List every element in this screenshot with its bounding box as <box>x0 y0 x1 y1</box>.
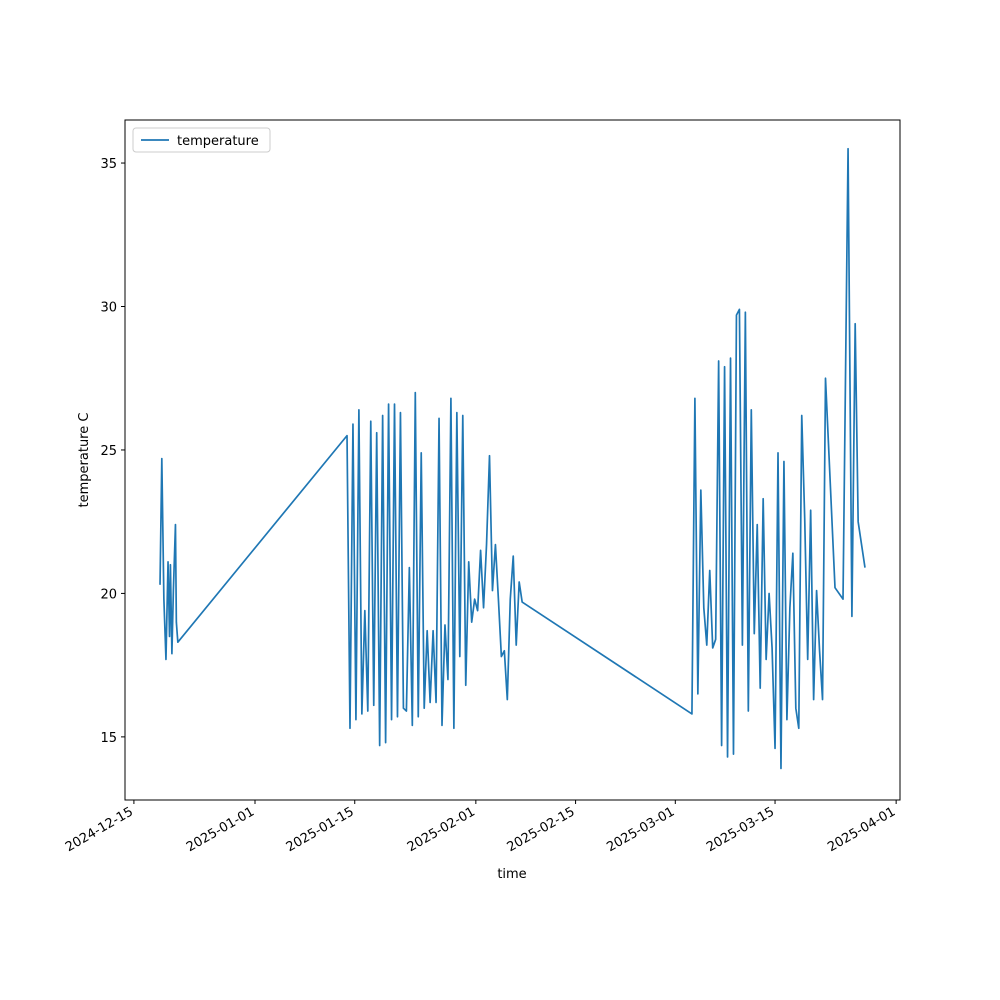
plot-area <box>124 119 901 801</box>
x-tick-label: 2025-03-01 <box>604 804 677 855</box>
y-tick-label: 35 <box>100 157 117 172</box>
y-tick-label: 20 <box>100 587 117 602</box>
y-tick-label: 15 <box>100 731 117 746</box>
x-tick-label: 2024-12-15 <box>63 804 136 855</box>
x-tick-label: 2025-02-15 <box>505 804 578 855</box>
legend-box <box>132 127 271 153</box>
y-axis-label: temperature C <box>77 413 92 508</box>
x-tick-label: 2025-01-01 <box>184 804 257 855</box>
legend-label: temperature <box>177 134 259 149</box>
y-tick-label: 25 <box>100 444 117 459</box>
x-tick-label: 2025-01-15 <box>284 804 357 855</box>
x-axis-label: time <box>497 867 526 882</box>
x-tick-label: 2025-04-01 <box>825 804 898 855</box>
x-tick-label: 2025-02-01 <box>405 804 478 855</box>
y-tick-label: 30 <box>100 300 117 315</box>
x-tick-label: 2025-03-15 <box>704 804 777 855</box>
line <box>159 147 866 770</box>
